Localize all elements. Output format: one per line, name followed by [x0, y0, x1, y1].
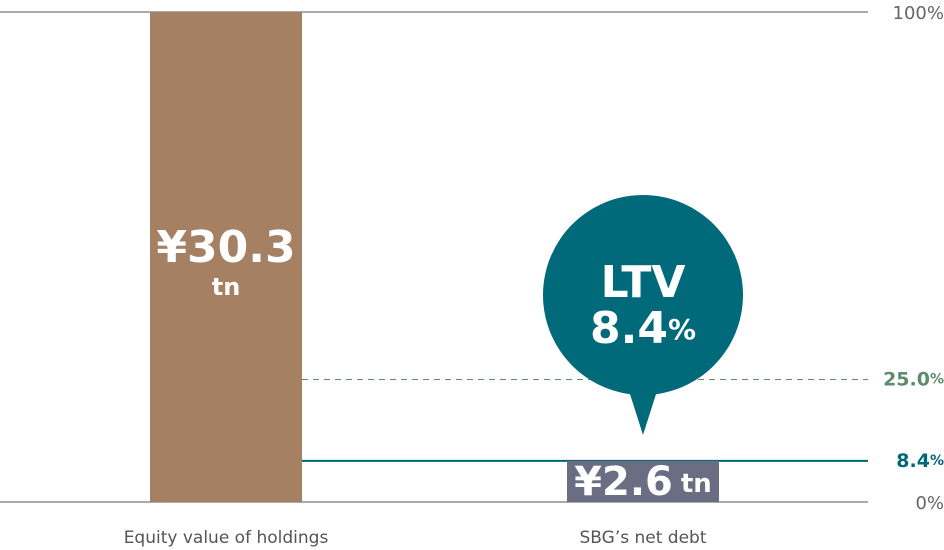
reference-label: 25.0% [883, 368, 944, 390]
bar-label: ¥2.6 tn [574, 459, 712, 505]
bar [567, 460, 719, 502]
y-tick-label: 100% [893, 3, 944, 24]
reference-unit: % [930, 453, 944, 469]
callout-title: LTV [601, 257, 686, 308]
callout-bubble [629, 391, 657, 435]
bar-label-amount: ¥30.3 [156, 222, 295, 273]
reference-value: 8.4 [896, 449, 930, 471]
y-tick-label: 0% [915, 493, 944, 514]
callout-bubble [543, 195, 743, 395]
bar-label-amount: ¥2.6 [574, 459, 673, 505]
bar-label-unit: tn [212, 273, 241, 301]
callout-number: 8.4 [590, 303, 668, 354]
callout-unit: % [668, 313, 696, 346]
reference-label: 8.4% [896, 449, 944, 471]
x-tick-label: SBG’s net debt [579, 528, 706, 548]
bar [150, 12, 302, 502]
x-tick-label: Equity value of holdings [124, 528, 329, 548]
bar-label-unit: tn [681, 469, 712, 499]
callout-value: 8.4% [590, 303, 696, 354]
reference-unit: % [930, 372, 944, 388]
reference-value: 25.0 [883, 368, 930, 390]
